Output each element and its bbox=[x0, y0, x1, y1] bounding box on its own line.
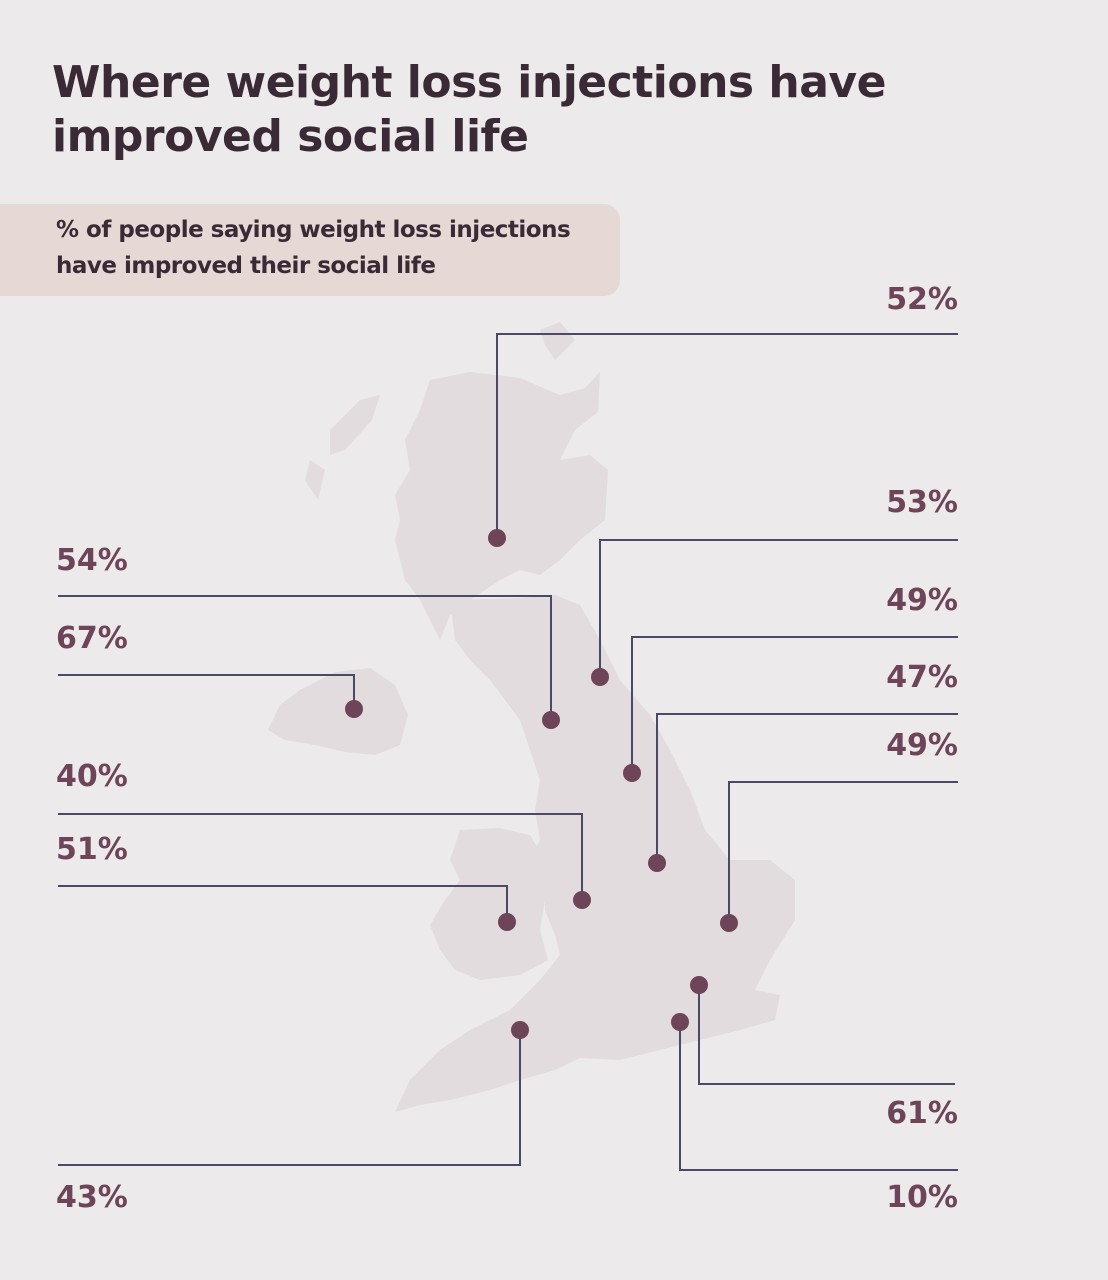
value-east-midlands: 47% bbox=[886, 660, 958, 695]
value-north-west: 54% bbox=[56, 543, 128, 578]
value-scotland: 52% bbox=[886, 282, 958, 317]
leader-wales bbox=[58, 885, 508, 922]
value-west-midlands: 40% bbox=[56, 759, 128, 794]
value-north-east: 53% bbox=[886, 485, 958, 520]
uk-land bbox=[268, 322, 795, 1112]
marker-west-midlands[interactable] bbox=[573, 891, 591, 909]
marker-north-west[interactable] bbox=[542, 711, 560, 729]
leader-lines bbox=[58, 333, 958, 1171]
title-line-1: Where weight loss injections have bbox=[52, 57, 886, 108]
leader-east-england bbox=[728, 781, 958, 923]
leader-northern-ireland bbox=[58, 674, 355, 709]
leader-west-midlands bbox=[58, 813, 583, 900]
value-yorkshire: 49% bbox=[886, 583, 958, 618]
northern-ireland-shape bbox=[268, 668, 408, 755]
scotland-shape bbox=[305, 322, 608, 640]
marker-north-east[interactable] bbox=[591, 668, 609, 686]
leader-london bbox=[698, 985, 955, 1085]
marker-east-midlands[interactable] bbox=[648, 854, 666, 872]
marker-northern-ireland[interactable] bbox=[345, 700, 363, 718]
marker-south-east[interactable] bbox=[671, 1013, 689, 1031]
leader-north-west bbox=[58, 595, 552, 720]
value-northern-ireland: 67% bbox=[56, 621, 128, 656]
marker-wales[interactable] bbox=[498, 913, 516, 931]
marker-yorkshire[interactable] bbox=[623, 764, 641, 782]
subtitle-line-2: have improved their social life bbox=[56, 253, 436, 279]
value-east-england: 49% bbox=[886, 728, 958, 763]
leader-scotland bbox=[496, 333, 958, 538]
markers bbox=[345, 529, 738, 1039]
subtitle-box bbox=[0, 204, 620, 296]
leader-east-midlands bbox=[656, 713, 958, 863]
chart-title: Where weight loss injections have improv… bbox=[52, 56, 886, 164]
value-south-east: 10% bbox=[886, 1180, 958, 1215]
value-london: 61% bbox=[886, 1096, 958, 1131]
subtitle-line-1: % of people saying weight loss injection… bbox=[56, 217, 571, 243]
subtitle: % of people saying weight loss injection… bbox=[56, 212, 571, 284]
leader-yorkshire bbox=[631, 636, 958, 773]
wales-shape bbox=[430, 828, 548, 980]
marker-scotland[interactable] bbox=[488, 529, 506, 547]
title-line-2: improved social life bbox=[52, 111, 529, 162]
marker-east-england[interactable] bbox=[720, 914, 738, 932]
marker-south-west[interactable] bbox=[511, 1021, 529, 1039]
value-south-west: 43% bbox=[56, 1180, 128, 1215]
leader-south-west bbox=[58, 1030, 521, 1166]
leader-north-east bbox=[599, 539, 958, 677]
leader-south-east bbox=[679, 1022, 958, 1171]
marker-london[interactable] bbox=[690, 976, 708, 994]
value-wales: 51% bbox=[56, 832, 128, 867]
